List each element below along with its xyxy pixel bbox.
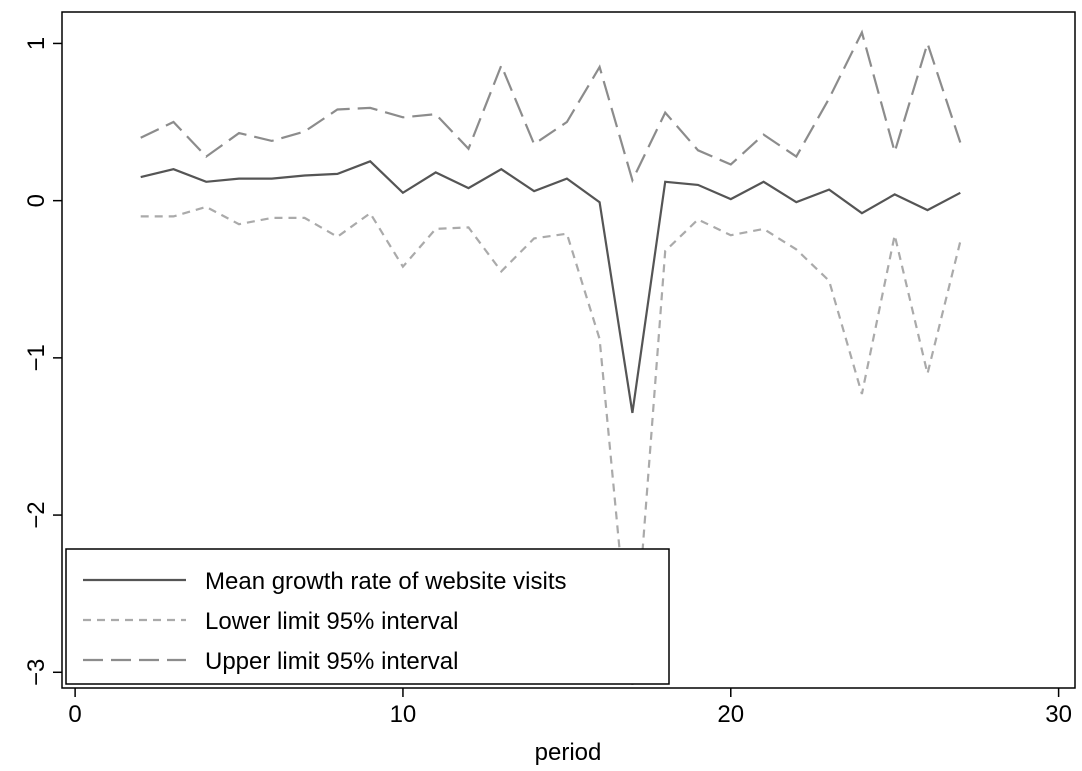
legend-label: Upper limit 95% interval [205,648,458,675]
x-axis-label: period [535,739,602,766]
x-tick-label: 30 [1045,701,1072,728]
series-line-3 [141,32,961,180]
legend-label: Mean growth rate of website visits [205,568,567,595]
y-tick-label: −1 [23,344,50,371]
x-tick-label: 0 [68,701,81,728]
y-tick-label: 0 [23,194,50,207]
x-tick-label: 10 [390,701,417,728]
y-tick-label: −3 [23,659,50,686]
y-tick-label: −2 [23,501,50,528]
series-line-1 [141,161,961,413]
y-tick-label: 1 [23,37,50,50]
x-tick-label: 20 [717,701,744,728]
legend: Mean growth rate of website visits Lower … [66,549,669,684]
legend-label: Lower limit 95% interval [205,608,458,635]
